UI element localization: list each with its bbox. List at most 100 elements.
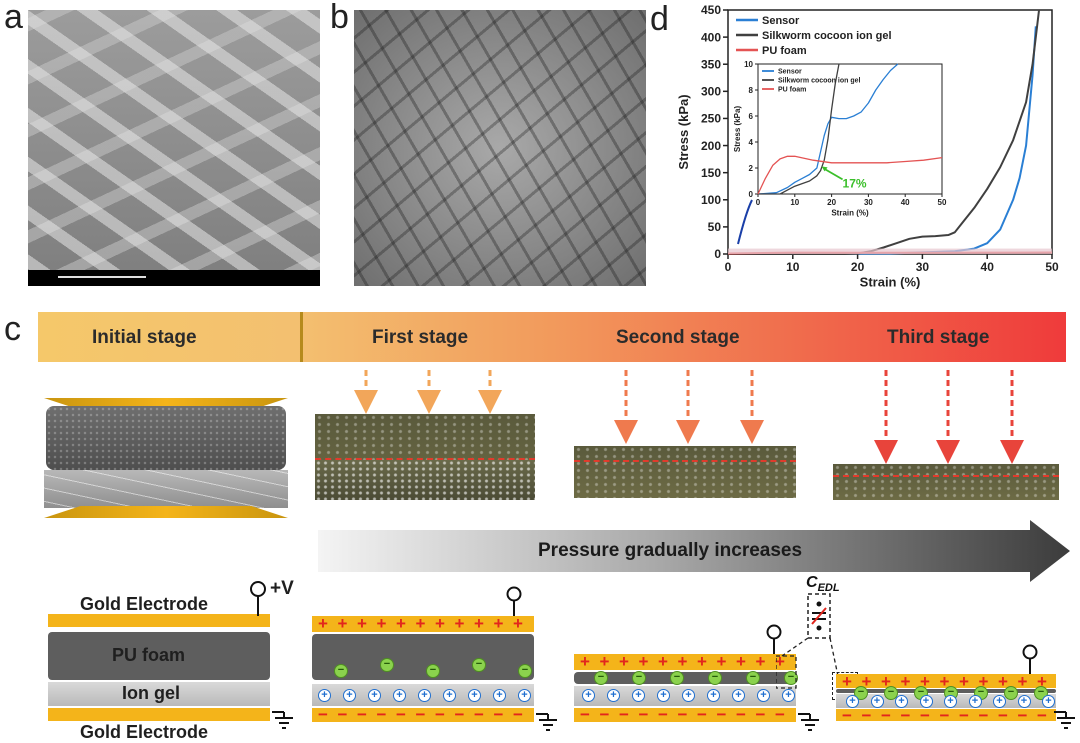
first-terminal-icon	[506, 586, 522, 618]
first-stage-interface-line	[315, 458, 535, 460]
plus-charge: +	[978, 672, 989, 691]
stage-divider	[300, 312, 303, 362]
inset-annotation-arrowhead	[821, 166, 828, 172]
plus-charge: +	[677, 652, 688, 671]
positive-ion: +	[870, 695, 884, 708]
inset-xtick-label: 50	[938, 198, 947, 207]
inset-annotation-arrow	[823, 167, 844, 181]
main-legend-label-0: Sensor	[762, 15, 800, 27]
negative-ion: −	[884, 686, 898, 700]
plus-charge: +	[959, 672, 969, 691]
third-terminal-icon	[1022, 644, 1038, 676]
plus-charge: +	[736, 652, 746, 671]
inset-xtick-label: 30	[864, 198, 873, 207]
positive-ion: +	[846, 695, 859, 708]
minus-charge: −	[658, 705, 668, 724]
positive-ion: +	[895, 695, 908, 708]
minus-charge: −	[755, 705, 766, 724]
stage-second: Second stage	[616, 327, 740, 348]
negative-ion: −	[472, 658, 486, 672]
third-stage-photo	[833, 464, 1059, 500]
minus-charge: −	[775, 705, 785, 724]
voltage-label: +V	[270, 578, 294, 599]
negative-ion: −	[518, 664, 532, 678]
cedl-main: C	[806, 574, 818, 591]
minus-charge: −	[435, 705, 445, 724]
pressure-big-arrow	[318, 520, 1070, 582]
inset-ytick-label: 0	[749, 190, 754, 199]
positive-ion: +	[518, 689, 531, 702]
main-legend-label-1: Silkworm cocoon ion gel	[762, 30, 892, 42]
positive-ion: +	[468, 689, 481, 702]
plus-charge: +	[619, 652, 629, 671]
main-xtick-label: 20	[851, 260, 865, 274]
minus-charge: −	[939, 706, 950, 725]
plus-charge: +	[357, 614, 367, 633]
panel-letter-b: b	[330, 0, 349, 36]
inset-legend-label-2: PU foam	[778, 86, 806, 93]
plus-charge: +	[454, 614, 465, 633]
third-gold-bottom	[836, 709, 1056, 721]
second-stage-interface-line	[574, 460, 796, 462]
plus-charge: +	[318, 614, 328, 633]
plus-charge: +	[493, 614, 504, 633]
positive-ion: +	[1017, 695, 1031, 708]
plus-charge: +	[1037, 672, 1047, 691]
second-pu-foam-layer	[574, 672, 796, 684]
minus-charge: −	[1037, 706, 1047, 725]
stage-initial: Initial stage	[92, 327, 197, 348]
minus-charge: −	[1017, 706, 1028, 725]
inset-xtick-label: 20	[827, 198, 836, 207]
pressure-label: Pressure gradually increases	[538, 540, 803, 561]
voltage-terminal-icon	[250, 581, 266, 616]
inset-ytick-label: 8	[749, 86, 754, 95]
second-stage-photo	[574, 446, 796, 498]
plus-charge: +	[474, 614, 484, 633]
inset-series-0	[757, 63, 899, 195]
negative-ion: −	[670, 671, 684, 685]
positive-ion: +	[393, 689, 406, 702]
negative-ion: −	[1004, 686, 1018, 700]
main-xtick-label: 50	[1045, 260, 1059, 274]
minus-charge: −	[920, 706, 930, 725]
inset-frame	[757, 63, 943, 195]
inset-series-1	[758, 63, 840, 195]
plus-charge: +	[376, 614, 387, 633]
main-xtick-label: 30	[916, 260, 930, 274]
stage-bar	[38, 312, 1066, 362]
optical-image	[354, 10, 646, 286]
gold-electrode-bottom-label: Gold Electrode	[80, 722, 209, 742]
cedl-callout	[776, 593, 839, 689]
inset-xtick-label: 0	[756, 198, 761, 207]
main-ytick-label: 0	[714, 247, 721, 261]
zoom-arrow	[737, 199, 753, 245]
positive-ion: +	[632, 689, 645, 702]
panel-letter-d: d	[650, 0, 669, 38]
minus-charge: −	[396, 705, 406, 724]
plus-charge: +	[939, 672, 950, 691]
gold-electrode-top-label: Gold Electrode	[80, 594, 209, 614]
minus-charge: −	[337, 705, 348, 724]
inset-ytick-label: 4	[749, 138, 754, 147]
positive-ion: +	[368, 689, 381, 702]
negative-ion: −	[708, 671, 722, 685]
negative-ion: −	[334, 664, 348, 678]
ground-icon	[272, 711, 293, 729]
cedl-label: CEDL	[806, 574, 840, 594]
positive-ion: +	[582, 689, 595, 702]
stage-third: Third stage	[887, 327, 990, 348]
plus-charge: +	[580, 652, 590, 671]
negative-ion: −	[380, 658, 394, 672]
minus-charge: −	[376, 705, 387, 724]
inset-ylabel: Stress (kPa)	[733, 106, 742, 153]
initial-gold-bottom	[48, 708, 270, 721]
plus-charge: +	[415, 614, 426, 633]
positive-ion: +	[993, 695, 1006, 708]
plus-charge: +	[697, 652, 707, 671]
minus-charge: −	[638, 705, 649, 724]
sem-scale-bar	[58, 276, 146, 278]
positive-ion: +	[418, 689, 431, 702]
third-ground-icon	[1054, 711, 1075, 729]
positive-ion: +	[682, 689, 695, 702]
negative-ion: −	[426, 664, 440, 678]
